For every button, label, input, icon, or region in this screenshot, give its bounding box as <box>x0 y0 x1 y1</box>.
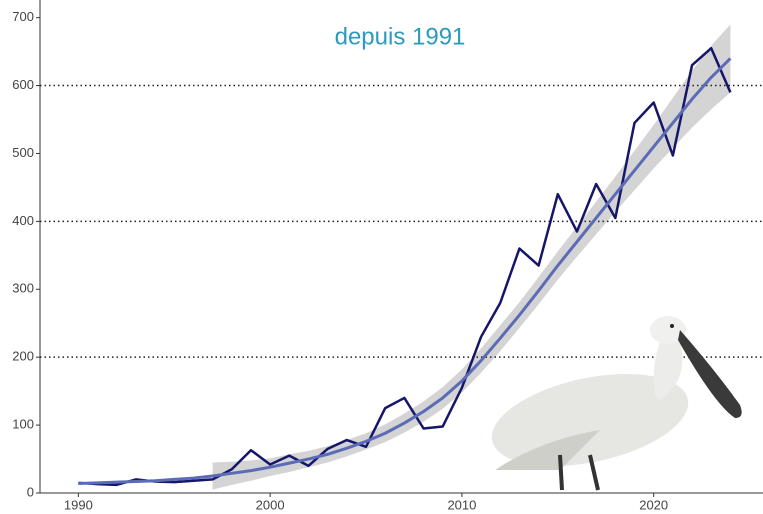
chart: depuis 1991 0 100 200 300 400 500 600 700 1990 20… <box>0 0 763 514</box>
x-tick-label: 2020 <box>639 497 668 512</box>
y-tick-label: 200 <box>12 349 34 364</box>
x-tick-label: 1990 <box>64 497 93 512</box>
y-tick-label: 500 <box>12 145 34 160</box>
y-tick-label: 300 <box>12 281 34 296</box>
spoonbill-illustration <box>483 316 741 490</box>
y-tick-label: 400 <box>12 213 34 228</box>
y-tick-label: 600 <box>12 77 34 92</box>
x-tick-label: 2000 <box>256 497 285 512</box>
y-tick-label: 100 <box>12 417 34 432</box>
y-tick-label: 700 <box>12 9 34 24</box>
x-tick-label: 2010 <box>447 497 476 512</box>
chart-title: depuis 1991 <box>335 23 466 50</box>
y-tick-label: 0 <box>27 484 34 499</box>
